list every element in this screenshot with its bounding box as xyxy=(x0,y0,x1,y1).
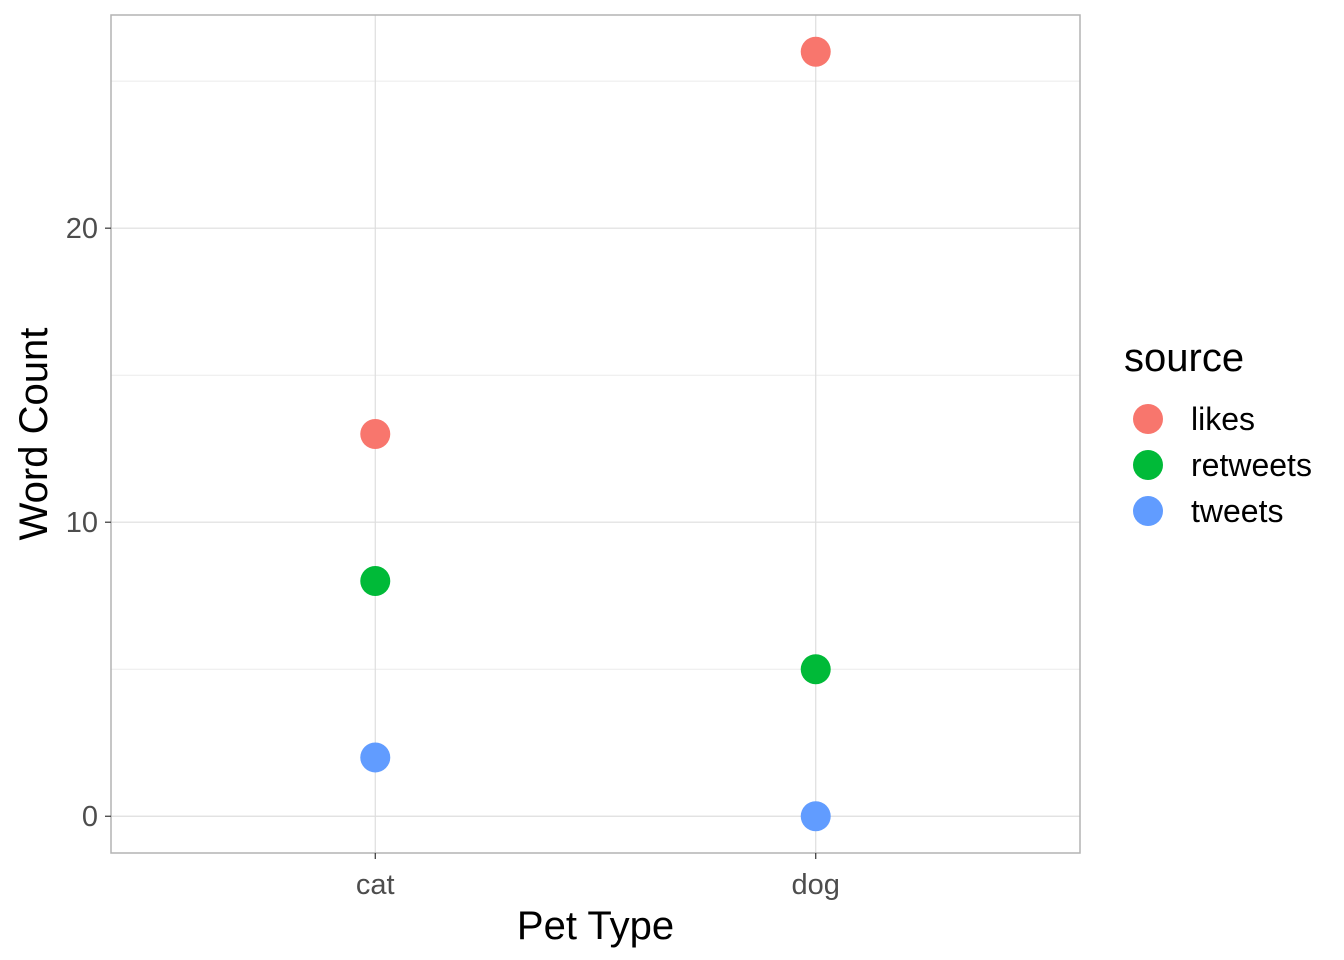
panel-border xyxy=(110,14,1081,854)
y-tick-label: 20 xyxy=(66,213,98,245)
minor-gridlines xyxy=(111,80,1080,670)
legend-label-likes: likes xyxy=(1191,401,1255,437)
x-tick-label: dog xyxy=(792,869,840,901)
legend: source likes retweets tweets xyxy=(1124,336,1312,529)
point-retweets-dog xyxy=(800,654,831,685)
point-retweets-cat xyxy=(360,566,391,597)
legend-key-retweets xyxy=(1133,450,1163,480)
y-axis-ticks: 0 10 20 xyxy=(66,213,111,833)
legend-label-retweets: retweets xyxy=(1191,447,1312,483)
point-likes-dog xyxy=(800,36,831,67)
y-axis-title: Word Count xyxy=(12,328,56,541)
y-tick-label: 0 xyxy=(82,801,98,833)
point-likes-cat xyxy=(360,419,391,449)
legend-label-tweets: tweets xyxy=(1191,493,1283,529)
x-tick-label: cat xyxy=(356,869,395,901)
legend-key-tweets xyxy=(1133,496,1163,526)
x-axis-title: Pet Type xyxy=(517,904,674,948)
point-tweets-cat xyxy=(360,742,391,773)
legend-items: likes retweets tweets xyxy=(1133,401,1312,529)
legend-title: source xyxy=(1124,336,1244,380)
x-axis-ticks: cat dog xyxy=(356,853,840,901)
data-points xyxy=(360,36,831,832)
point-tweets-dog xyxy=(800,801,831,832)
y-tick-label: 10 xyxy=(66,507,98,539)
major-gridlines xyxy=(111,15,1080,853)
legend-key-likes xyxy=(1133,404,1163,434)
